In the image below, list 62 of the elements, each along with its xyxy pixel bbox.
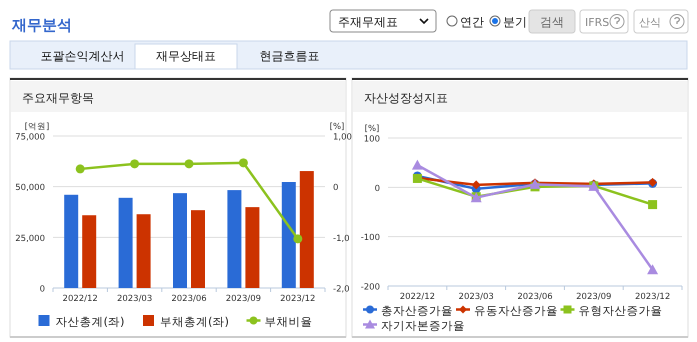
y-tick-label: 0 <box>40 284 45 294</box>
x-tick-label: 2023/09 <box>576 292 612 302</box>
x-tick-label: 2023/12 <box>634 292 670 302</box>
point <box>130 159 140 168</box>
point <box>238 158 248 168</box>
bar <box>82 215 96 288</box>
bar <box>118 198 133 288</box>
y-tick-label: 75,000 <box>15 132 45 142</box>
text: 연간 <box>460 15 484 29</box>
y-tick-label: 100 <box>364 134 380 144</box>
legend-label: 자기자본증가율 <box>381 318 465 332</box>
chart-title: 주요재무항목 <box>22 91 94 105</box>
legend-label: 유동자산증가율 <box>474 304 558 318</box>
point <box>184 159 194 168</box>
text: 분기 <box>503 15 527 29</box>
legend-label: 유형자산증가율 <box>578 304 662 318</box>
x-tick-label: 2022/12 <box>62 294 98 304</box>
point <box>293 234 302 244</box>
y-tick-label: 0 <box>374 184 380 194</box>
x-tick-label: 2023/03 <box>458 292 494 302</box>
chart-title: 자산성장성지표 <box>364 91 448 105</box>
y2-tick-label: -1,0 <box>333 234 350 244</box>
legend-label: 총자산증가율 <box>381 304 453 318</box>
legend-label: 자산총계(좌) <box>56 314 124 328</box>
bar <box>173 193 187 288</box>
bar <box>227 190 242 288</box>
text: 재무분석 <box>11 16 72 34</box>
y-tick-label: 25,000 <box>15 234 45 244</box>
y-axis-title: [억원] <box>24 122 50 132</box>
y2-tick-label: -2,0 <box>333 284 350 294</box>
y-tick-label: -100 <box>360 233 380 244</box>
y2-tick-label: 0 <box>333 183 338 194</box>
bar <box>191 210 205 288</box>
legend-label: 부채총계(좌) <box>160 314 229 328</box>
text: 포괄손익계산서 <box>40 49 124 63</box>
text: IFRS <box>585 16 610 29</box>
legend-label: 부채비율 <box>264 314 312 328</box>
x-tick-label: 2023/06 <box>171 294 207 304</box>
y2-axis-title: [%] <box>330 122 344 132</box>
text: 현금흐름표 <box>260 49 320 63</box>
bar <box>282 182 296 288</box>
y2-tick-label: 1,00 <box>333 132 352 142</box>
x-tick-label: 2023/12 <box>280 294 316 304</box>
point <box>412 160 423 170</box>
bar <box>245 207 260 288</box>
text: 재무상태표 <box>156 49 216 63</box>
x-tick-label: 2023/03 <box>116 294 152 304</box>
y-tick-label: -200 <box>360 282 380 292</box>
y-axis-title: [%] <box>364 124 380 134</box>
bar <box>136 214 151 288</box>
x-tick-label: 2022/12 <box>400 292 436 302</box>
point <box>648 200 658 210</box>
bar <box>300 171 314 288</box>
text: 주재무제표 <box>338 15 398 29</box>
text: 산식 <box>639 16 661 29</box>
x-tick-label: 2023/06 <box>517 292 553 302</box>
text: 검색 <box>540 15 564 29</box>
y-tick-label: 50,000 <box>15 183 45 194</box>
bar <box>64 194 78 288</box>
point <box>76 164 85 174</box>
point <box>647 264 658 274</box>
x-tick-label: 2023/09 <box>226 294 262 304</box>
